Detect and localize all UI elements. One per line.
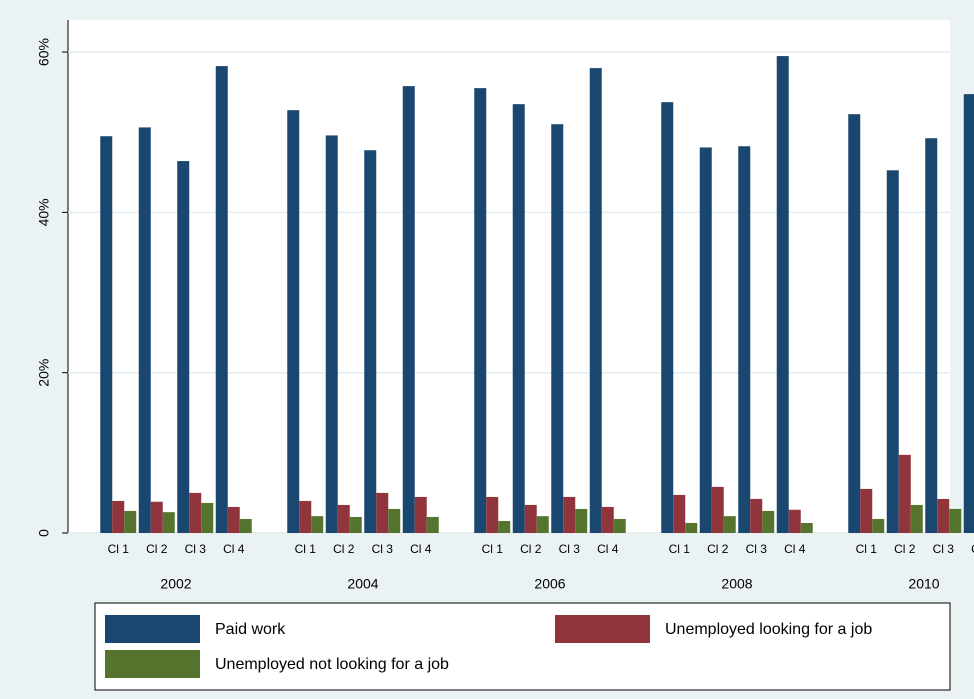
x-tick-label: Cl 2 <box>333 542 355 556</box>
bar <box>601 506 614 533</box>
bar <box>201 502 214 533</box>
bar <box>474 88 487 533</box>
x-tick-label: Cl 3 <box>746 542 768 556</box>
x-tick-label: Cl 1 <box>108 542 130 556</box>
bar <box>762 510 775 533</box>
bar <box>162 512 175 533</box>
legend-swatch <box>555 615 650 643</box>
x-tick-label: Cl 4 <box>410 542 432 556</box>
bar <box>311 516 324 533</box>
bar <box>349 516 362 533</box>
bar <box>124 510 137 533</box>
bar <box>937 498 950 533</box>
x-tick-label: Cl 1 <box>856 542 878 556</box>
x-tick-label: Cl 4 <box>971 542 974 556</box>
bar <box>589 68 602 533</box>
x-tick-label: Cl 4 <box>223 542 245 556</box>
x-tick-label: Cl 2 <box>707 542 729 556</box>
bar <box>498 520 511 533</box>
plot-area <box>68 20 950 533</box>
bar <box>536 516 549 533</box>
bar <box>800 522 813 533</box>
bar <box>100 136 113 533</box>
bar <box>299 500 312 533</box>
x-tick-label: Cl 4 <box>784 542 806 556</box>
y-tick-label: 60% <box>36 38 52 66</box>
bar <box>711 486 724 533</box>
bar <box>925 138 938 533</box>
bar <box>551 124 564 533</box>
bar <box>215 66 228 533</box>
x-tick-label: Cl 4 <box>597 542 619 556</box>
legend-label: Unemployed looking for a job <box>665 621 872 638</box>
bar <box>898 454 911 533</box>
legend-swatch <box>105 615 200 643</box>
bar <box>750 498 763 533</box>
bar <box>138 127 151 534</box>
bar <box>910 504 923 533</box>
bar <box>524 504 537 533</box>
bar <box>685 522 698 533</box>
bar <box>949 508 962 533</box>
bar <box>563 496 576 533</box>
bar <box>150 501 163 533</box>
bar <box>673 494 686 533</box>
bar <box>414 496 427 533</box>
x-tick-label: Cl 1 <box>295 542 317 556</box>
x-tick-label: Cl 3 <box>933 542 955 556</box>
bar <box>337 504 350 533</box>
group-label: 2004 <box>347 576 378 592</box>
y-tick-label: 0 <box>36 529 52 537</box>
bar <box>963 94 974 533</box>
bar <box>613 518 626 533</box>
bar <box>364 150 377 533</box>
bar <box>426 516 439 533</box>
x-tick-label: Cl 1 <box>482 542 504 556</box>
bar <box>227 506 240 533</box>
bar <box>699 147 712 534</box>
legend-label: Unemployed not looking for a job <box>215 656 449 673</box>
group-label: 2006 <box>534 576 565 592</box>
x-tick-label: Cl 2 <box>520 542 542 556</box>
bar <box>872 518 885 533</box>
bar <box>661 102 674 533</box>
bar <box>723 516 736 533</box>
bar <box>776 56 789 533</box>
x-tick-label: Cl 3 <box>185 542 207 556</box>
bar <box>886 170 899 533</box>
bar <box>112 500 125 533</box>
bar <box>860 488 873 533</box>
y-tick-label: 20% <box>36 359 52 387</box>
x-tick-label: Cl 3 <box>372 542 394 556</box>
y-tick-label: 40% <box>36 198 52 226</box>
group-label: 2002 <box>160 576 191 592</box>
bar <box>189 492 202 533</box>
bar <box>512 104 525 533</box>
bar <box>788 509 801 533</box>
group-label: 2010 <box>908 576 939 592</box>
legend-label: Paid work <box>215 621 286 638</box>
x-tick-label: Cl 3 <box>559 542 581 556</box>
bar <box>239 518 252 533</box>
bar <box>325 135 338 534</box>
legend-swatch <box>105 650 200 678</box>
bar <box>402 86 415 533</box>
bar <box>177 161 190 533</box>
legend <box>94 602 951 691</box>
x-tick-label: Cl 2 <box>894 542 916 556</box>
bar <box>486 496 499 533</box>
x-tick-label: Cl 1 <box>669 542 691 556</box>
bar <box>848 114 861 533</box>
group-label: 2008 <box>721 576 752 592</box>
bar <box>388 508 401 533</box>
bar <box>376 492 389 533</box>
bar <box>738 146 751 533</box>
bar <box>575 508 588 533</box>
x-tick-label: Cl 2 <box>146 542 168 556</box>
bar <box>287 110 300 533</box>
